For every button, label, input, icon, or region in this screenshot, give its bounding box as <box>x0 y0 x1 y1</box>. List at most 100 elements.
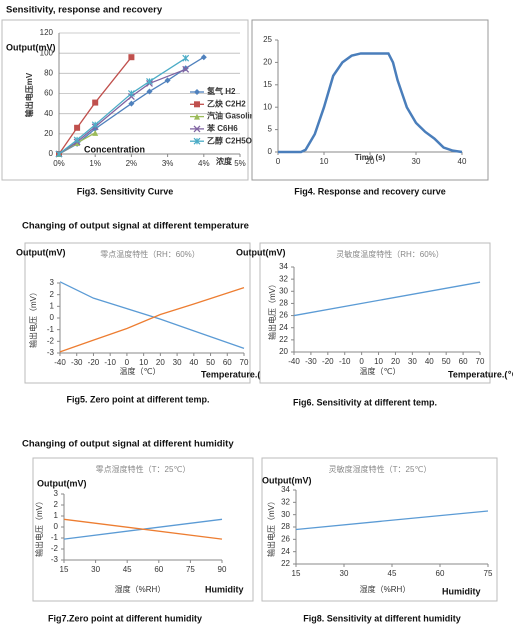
chart-title: 零点温度特性（RH：60%） <box>100 249 200 259</box>
y-tick-label: 20 <box>279 347 288 356</box>
y-tick-label: 100 <box>40 48 54 57</box>
y-tick-label: 22 <box>279 335 288 344</box>
panel <box>1 19 249 181</box>
y-tick-label: -1 <box>47 325 55 334</box>
y-tick-label: 34 <box>279 262 288 271</box>
y-tick-label: 3 <box>54 489 59 498</box>
marker <box>164 77 171 84</box>
y-axis-label: 输出电压（mV） <box>28 288 38 348</box>
y-tick-label: -3 <box>47 348 55 357</box>
marker <box>55 150 63 158</box>
y-tick-label: 30 <box>279 286 288 295</box>
y-tick-label: 32 <box>279 274 288 283</box>
x-axis-label: Time (s) <box>355 153 386 162</box>
series-line <box>293 281 481 317</box>
caption: Fig6. Sensitivity at different temp. <box>293 397 437 407</box>
y-tick-label: 0 <box>49 149 54 158</box>
x-tick-label: 30 <box>408 357 417 366</box>
x-tick-label: 50 <box>442 357 451 366</box>
marker <box>74 139 81 146</box>
x-tick-label: -40 <box>288 357 300 366</box>
series-line <box>58 68 186 155</box>
y-tick-label: 28 <box>281 522 290 531</box>
y-tick-label: 5 <box>268 125 273 134</box>
marker <box>92 99 99 106</box>
x-tick-label: 70 <box>240 358 249 367</box>
x-axis-label: 温度（℃） <box>120 366 161 376</box>
legend-label: 乙炔 C2H2 <box>207 98 246 108</box>
annotation: Output(mV) <box>262 475 312 485</box>
x-tick-label: 10 <box>320 157 329 166</box>
x-tick-label: 0 <box>125 358 130 367</box>
heading: Changing of output signal at different t… <box>22 221 249 232</box>
x-tick-label: -20 <box>322 357 334 366</box>
marker <box>194 101 200 108</box>
annotation: Output(mV) <box>37 478 87 488</box>
chart-title: 灵敏度湿度特性（T：25℃） <box>329 464 432 474</box>
annotation: Temperature.(℃) <box>448 369 513 379</box>
x-tick-label: 75 <box>484 569 493 578</box>
x-tick-label: -30 <box>71 358 83 367</box>
x-tick-label: 0 <box>276 157 281 166</box>
x-axis-label: 湿度（%RH） <box>360 584 411 594</box>
heading: Changing of output signal at different h… <box>22 439 234 450</box>
x-tick-label: 60 <box>223 358 232 367</box>
y-tick-label: 10 <box>263 102 272 111</box>
y-tick-label: 120 <box>40 28 54 37</box>
x-axis-label: 浓度 <box>216 156 233 166</box>
y-tick-label: 40 <box>44 109 53 118</box>
x-tick-label: 45 <box>123 565 132 574</box>
y-tick-label: 0 <box>54 522 59 531</box>
y-tick-label: 1 <box>50 301 55 310</box>
y-tick-label: 32 <box>281 497 290 506</box>
y-tick-label: 20 <box>263 58 272 67</box>
annotation: Temperature.(℃) <box>201 369 274 379</box>
x-tick-label: 0% <box>53 159 65 168</box>
caption: Fig5. Zero point at different temp. <box>66 394 209 404</box>
y-tick-label: 20 <box>44 129 53 138</box>
caption: Fig4. Response and recovery curve <box>294 186 446 196</box>
x-tick-label: -10 <box>339 357 351 366</box>
marker <box>74 124 81 131</box>
x-tick-label: 30 <box>412 157 421 166</box>
y-tick-label: 2 <box>54 500 59 509</box>
panel <box>24 242 251 384</box>
annotation: Humidity <box>442 586 481 596</box>
y-tick-label: 0 <box>50 313 55 322</box>
caption: Fig8. Sensitivity at different humidity <box>303 613 461 623</box>
x-tick-label: 10 <box>139 358 148 367</box>
x-tick-label: 10 <box>374 357 383 366</box>
marker <box>193 125 201 133</box>
caption: Fig3. Sensitivity Curve <box>77 186 174 196</box>
y-tick-label: 26 <box>279 311 288 320</box>
marker <box>194 113 200 120</box>
marker <box>182 54 190 62</box>
x-tick-label: 20 <box>366 157 375 166</box>
y-axis-label: 输出电压mV <box>24 72 34 117</box>
y-tick-label: 34 <box>281 485 290 494</box>
y-tick-label: 28 <box>279 299 288 308</box>
x-tick-label: 60 <box>459 357 468 366</box>
caption: Fig7.Zero point at different humidity <box>48 613 202 623</box>
x-tick-label: 60 <box>436 569 445 578</box>
x-tick-label: 2% <box>126 159 138 168</box>
y-tick-label: 24 <box>281 547 290 556</box>
y-tick-label: -2 <box>51 544 59 553</box>
marker <box>146 88 153 95</box>
marker <box>200 54 207 61</box>
series-line <box>59 287 245 353</box>
y-tick-label: 22 <box>281 559 290 568</box>
x-tick-label: 75 <box>186 565 195 574</box>
x-tick-label: 15 <box>60 565 69 574</box>
y-tick-label: 2 <box>50 290 55 299</box>
series-line <box>59 281 245 349</box>
marker <box>92 129 99 136</box>
x-tick-label: -20 <box>88 358 100 367</box>
annotation: Output(mV) <box>236 247 286 257</box>
x-tick-label: 40 <box>425 357 434 366</box>
marker <box>182 65 190 73</box>
annotation: Output(mV) <box>16 247 66 257</box>
heading: Sensitivity, response and recovery <box>6 5 163 16</box>
annotation: Concentration <box>84 144 145 154</box>
y-tick-label: -3 <box>51 555 59 564</box>
